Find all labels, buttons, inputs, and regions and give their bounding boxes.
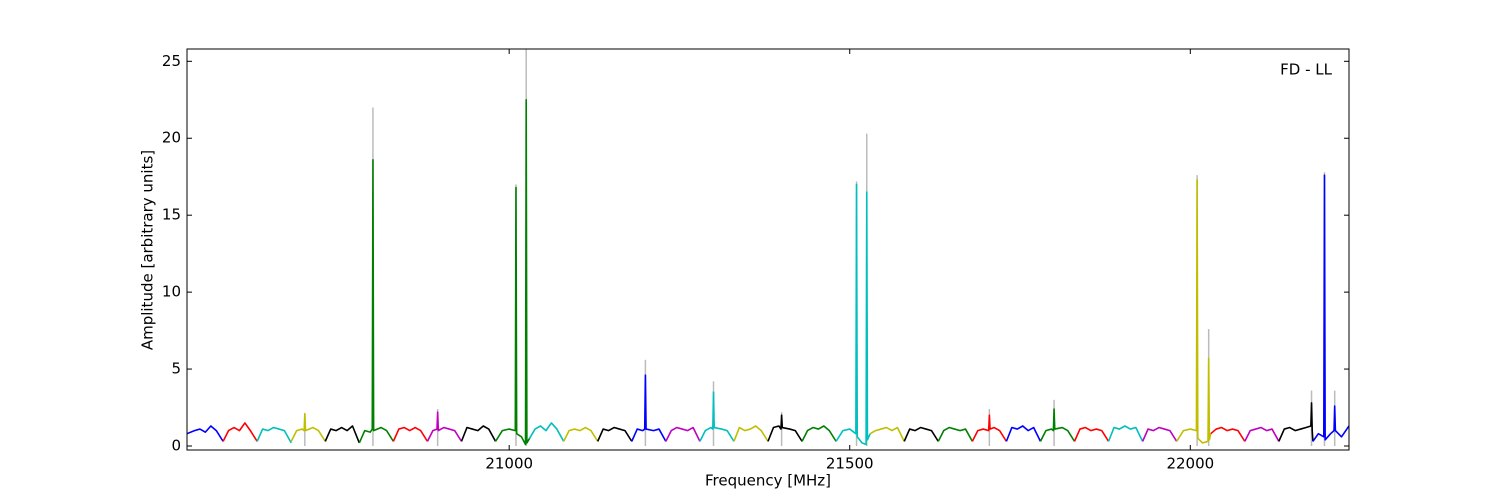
spectrum-segment <box>222 422 258 442</box>
spectrum-segment <box>665 426 701 442</box>
spectrum-segment <box>1176 178 1212 444</box>
spectrum-segment <box>1312 174 1349 442</box>
y-tick-label: 10 <box>162 283 181 301</box>
spectrum-segment <box>562 426 599 442</box>
x-tick-label: 21000 <box>485 455 533 473</box>
y-tick-label: 0 <box>171 436 181 454</box>
spectrum-segment <box>290 412 326 442</box>
y-axis-label: Amplitude [arbitrary units] <box>139 150 157 350</box>
spectrum-segment <box>528 422 565 442</box>
x-axis-label: Frequency [MHz] <box>705 472 831 490</box>
spectrum-segment <box>1005 425 1042 442</box>
spectrum-segment <box>937 426 974 442</box>
x-tick-label: 22000 <box>1166 455 1214 473</box>
spectrum-segment <box>494 98 531 446</box>
spectrum-segment <box>392 426 429 442</box>
spectrum-segment <box>1141 426 1178 442</box>
spectrum-segment <box>460 425 497 442</box>
spectrum-segment <box>1244 426 1280 442</box>
spectrum-segment <box>903 426 939 442</box>
spectrum-segment <box>1278 402 1314 442</box>
spectrum-segment <box>767 414 803 442</box>
spectrum-segment <box>971 414 1008 442</box>
spectrum-segment <box>1210 426 1246 442</box>
spectrum-segment <box>801 425 837 442</box>
plot-area <box>187 49 1349 446</box>
y-tick-label: 25 <box>162 52 181 70</box>
axes-frame <box>186 48 1350 451</box>
spectrum-segment <box>869 426 905 442</box>
spectrum-segment <box>1039 408 1076 442</box>
spectrum-segment <box>1073 426 1110 442</box>
spectrum-segment <box>256 426 292 444</box>
spectrum-segment <box>324 425 361 444</box>
spectrum-segment <box>596 426 633 442</box>
spectrum-segment <box>631 374 667 442</box>
spectrum-segment <box>699 391 735 442</box>
y-tick-label: 5 <box>171 360 181 378</box>
spectrum-segment <box>835 183 871 446</box>
x-tick-label: 21500 <box>826 455 874 473</box>
spectrum-segment <box>187 425 224 442</box>
spectrum-segment <box>1107 425 1144 442</box>
spectrum-segment <box>733 425 769 442</box>
spectrum-segment <box>358 158 395 444</box>
spectrum-segment <box>426 411 463 442</box>
y-tick-label: 20 <box>162 129 181 147</box>
y-tick-label: 15 <box>162 206 181 224</box>
annotation: FD - LL <box>1280 61 1332 79</box>
